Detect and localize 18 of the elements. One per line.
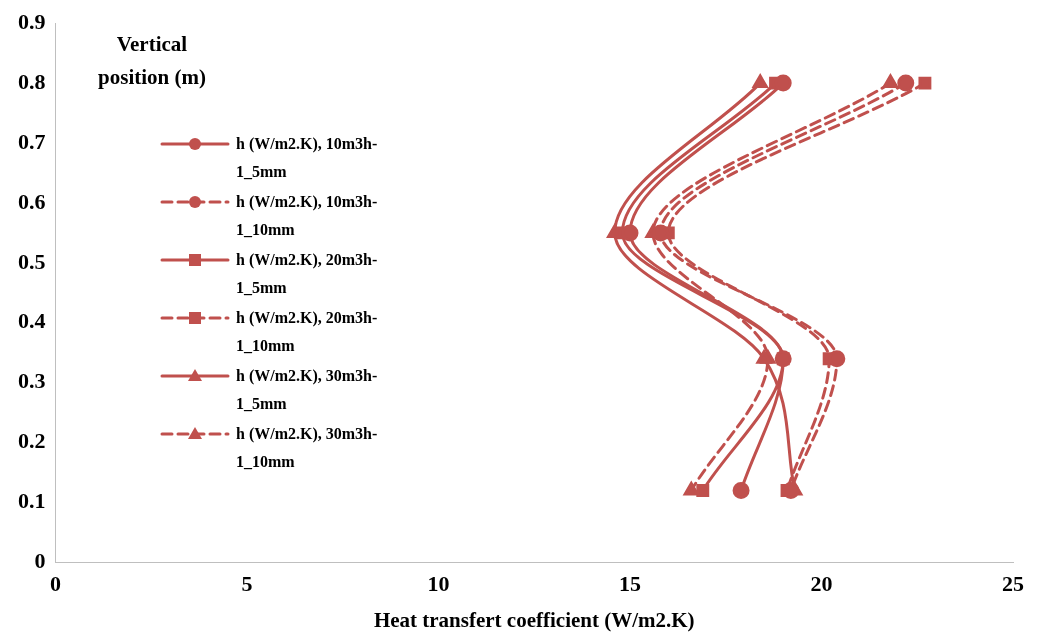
x-tick-label: 20 — [810, 571, 833, 597]
y-tick-label: 0.3 — [18, 368, 46, 394]
x-tick-label: 5 — [241, 571, 253, 597]
y-tick-label: 0.8 — [18, 68, 46, 94]
x-tick-label: 10 — [427, 571, 450, 597]
legend-label: h (W/m2.K), 30m3h-1_10mm — [236, 424, 379, 472]
x-tick-label: 25 — [1002, 571, 1024, 597]
y-tick-label: 0.9 — [18, 8, 46, 34]
y-tick-label: 0.7 — [18, 128, 46, 154]
y-tick-label: 0.6 — [18, 188, 46, 214]
y-tick-label: 0.4 — [18, 308, 46, 334]
y-tick-label: 0.5 — [18, 248, 46, 274]
y-tick-label: 0.1 — [18, 488, 46, 514]
x-axis-title: Heat transfert coefficient (W/m2.K) — [373, 607, 695, 632]
x-tick-label: 15 — [619, 571, 641, 597]
y-axis-title: Vertical position (m) — [97, 31, 207, 91]
y-tick-label: 0.2 — [18, 428, 46, 454]
y-tick-label: 0 — [34, 548, 46, 574]
